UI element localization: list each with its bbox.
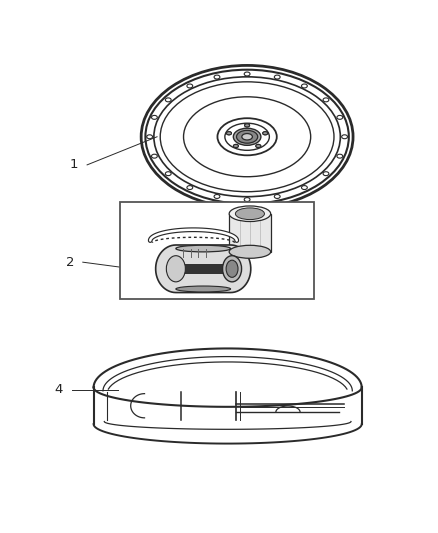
Ellipse shape	[223, 256, 242, 282]
Ellipse shape	[226, 132, 231, 135]
Text: 4: 4	[55, 383, 63, 396]
Ellipse shape	[235, 208, 265, 220]
Ellipse shape	[166, 256, 185, 282]
Ellipse shape	[256, 144, 261, 148]
Ellipse shape	[242, 134, 252, 140]
Ellipse shape	[233, 128, 261, 146]
Ellipse shape	[263, 132, 268, 135]
Ellipse shape	[244, 124, 250, 127]
Bar	[120, 201, 314, 299]
Ellipse shape	[233, 144, 238, 148]
Text: 3: 3	[206, 215, 215, 228]
Polygon shape	[155, 245, 251, 293]
Ellipse shape	[229, 206, 271, 222]
Ellipse shape	[176, 245, 230, 252]
Ellipse shape	[229, 245, 271, 259]
Ellipse shape	[176, 286, 230, 292]
Ellipse shape	[243, 134, 251, 140]
Bar	[229, 214, 271, 252]
Text: 1: 1	[70, 158, 78, 172]
Ellipse shape	[233, 144, 238, 148]
Text: 2: 2	[66, 256, 74, 269]
Ellipse shape	[245, 124, 250, 127]
Ellipse shape	[256, 144, 261, 148]
Ellipse shape	[237, 131, 258, 143]
Ellipse shape	[226, 260, 238, 277]
Ellipse shape	[263, 132, 268, 135]
Bar	[176, 264, 230, 273]
Ellipse shape	[226, 132, 232, 135]
